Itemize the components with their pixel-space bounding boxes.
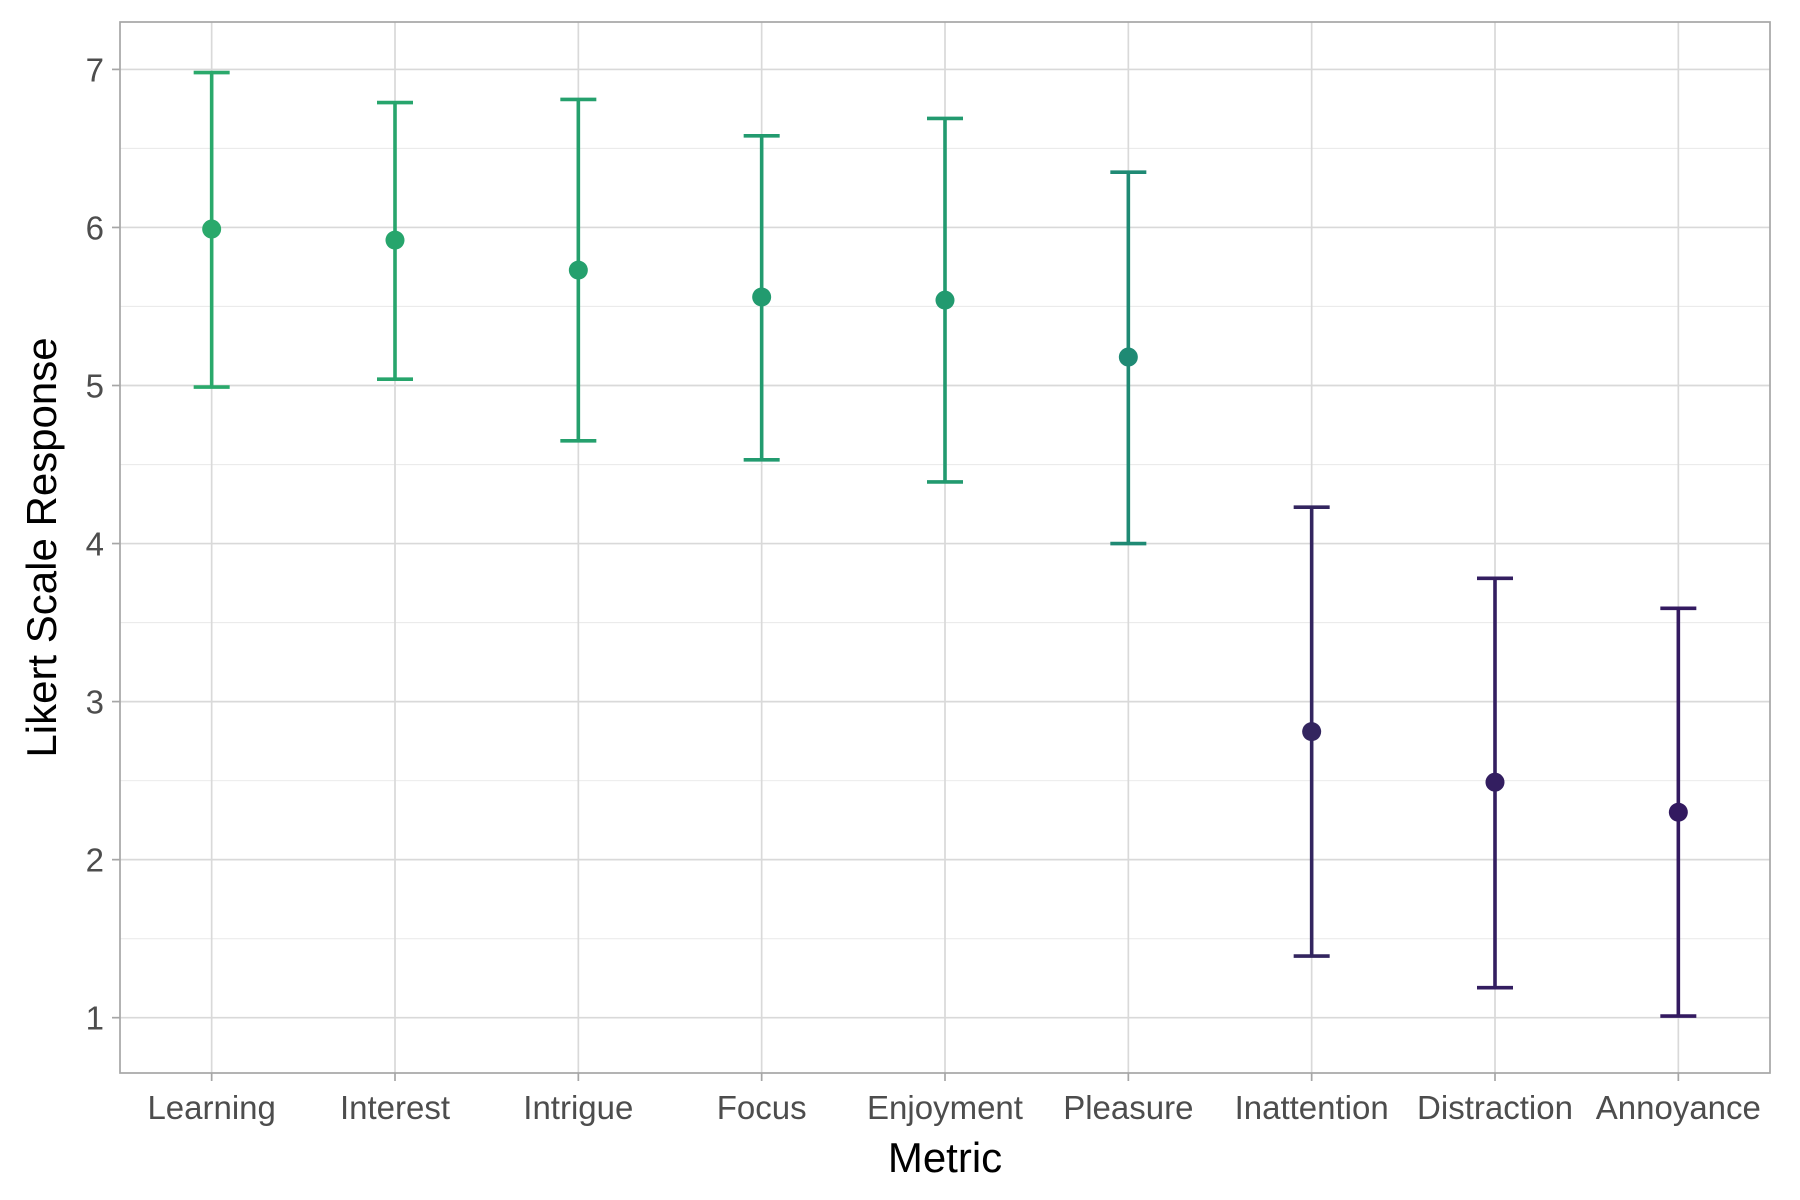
y-axis-title: Likert Scale Response [18, 337, 65, 757]
x-tick-label: Learning [147, 1089, 275, 1126]
x-tick-label: Enjoyment [867, 1089, 1023, 1126]
data-point-group [743, 133, 780, 462]
mean-point [752, 287, 772, 307]
data-point-group [1477, 576, 1513, 990]
mean-point [202, 219, 222, 239]
mean-point [1302, 722, 1322, 742]
mean-point [935, 290, 955, 310]
x-tick-label: Focus [717, 1089, 807, 1126]
x-axis-title: Metric [888, 1134, 1002, 1181]
mean-point [1668, 802, 1688, 822]
data-point-group [927, 116, 963, 484]
marks-layer [193, 70, 1697, 1018]
y-tick-label: 3 [86, 684, 104, 721]
y-tick-label: 7 [86, 51, 104, 88]
x-tick-label: Intrigue [523, 1089, 633, 1126]
data-point-group [1110, 170, 1147, 546]
x-tick-label: Distraction [1417, 1089, 1573, 1126]
ticks-layer: 1 2 3 4 5 6 7 Learning Interest Intrigue Focus Enjo… [86, 51, 1761, 1126]
x-tick-label: Interest [340, 1089, 450, 1126]
x-tick-label: Pleasure [1063, 1089, 1193, 1126]
data-point-group [560, 97, 597, 443]
y-tick-label: 5 [86, 368, 104, 405]
mean-point [385, 230, 405, 250]
mean-point [568, 260, 588, 280]
data-point-group [1660, 606, 1697, 1018]
mean-point [1485, 772, 1505, 792]
x-tick-label: Annoyance [1596, 1089, 1761, 1126]
data-point-group [377, 100, 413, 381]
y-tick-label: 4 [86, 526, 104, 563]
y-tick-label: 6 [86, 209, 104, 246]
y-tick-label: 2 [86, 842, 104, 879]
y-tick-label: 1 [86, 1000, 104, 1037]
mean-point [1118, 347, 1138, 367]
x-tick-label: Inattention [1235, 1089, 1389, 1126]
data-point-group [193, 70, 230, 389]
data-point-group [1293, 505, 1330, 958]
